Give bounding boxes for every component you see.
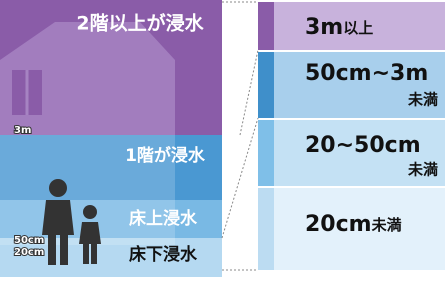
legend-swatch (258, 188, 274, 270)
legend-main: 20cm未満 (305, 212, 402, 237)
connectors (222, 2, 258, 270)
legend-swatch (258, 120, 274, 186)
depth-label: 20cm (14, 247, 44, 258)
floor1-label: 1階が浸水 (125, 145, 206, 166)
depth-label: 3m (14, 125, 31, 136)
below-floor-label: 床下浸水 (129, 244, 198, 265)
legend-sub: 未満 (407, 161, 438, 179)
legend-sub: 未満 (407, 91, 438, 109)
legend-main: 3m以上 (305, 15, 373, 40)
legend-swatch (258, 52, 274, 118)
depth-label: 50cm (14, 235, 44, 246)
legend-main: 50cm~3m (305, 61, 428, 86)
legend-main: 20~50cm (305, 133, 421, 158)
legend-swatch (258, 2, 274, 50)
flood-diagram: 2階以上が浸水 1階が浸水 床上浸水 床下浸水 3m 50cm 20cm 3m以… (0, 0, 445, 277)
floor2-label: 2階以上が浸水 (76, 12, 204, 35)
above-floor-label: 床上浸水 (129, 208, 198, 229)
